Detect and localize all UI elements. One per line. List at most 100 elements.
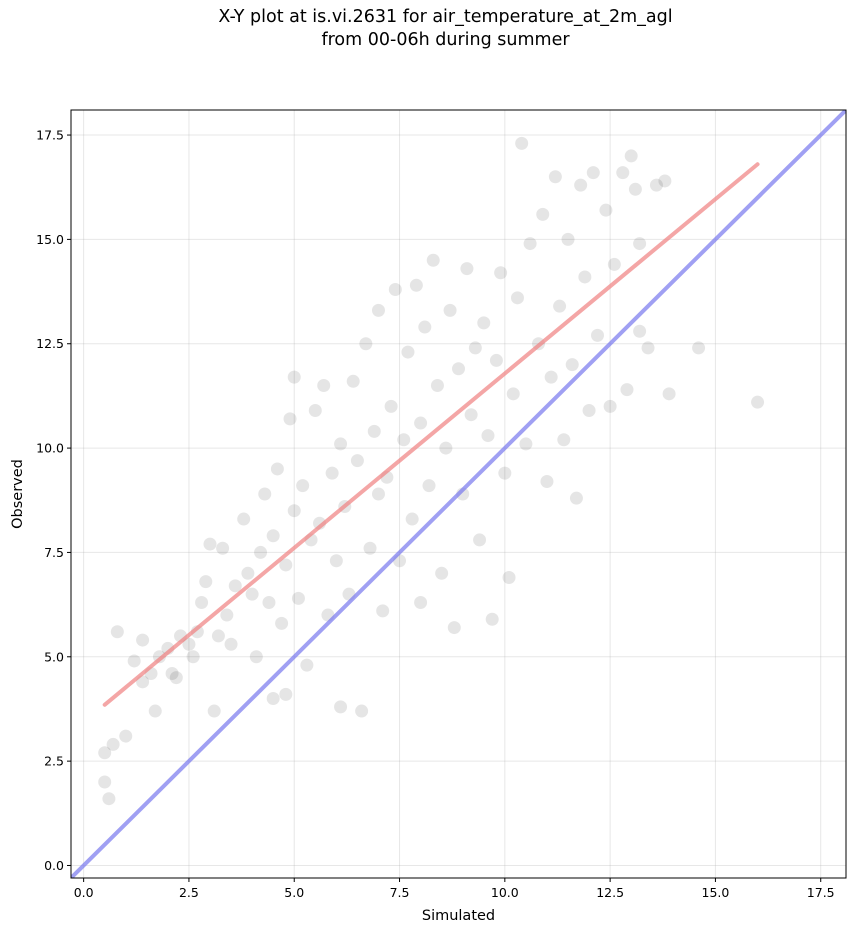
y-tick-label: 17.5: [36, 128, 64, 143]
scatter-point: [599, 203, 613, 217]
scatter-point: [279, 687, 293, 701]
scatter-point: [607, 257, 621, 271]
x-tick-label: 2.5: [179, 885, 199, 900]
scatter-point: [460, 262, 474, 276]
scatter-point: [220, 608, 234, 622]
scatter-point: [359, 337, 373, 351]
scatter-point: [439, 441, 453, 455]
scatter-point: [363, 541, 377, 555]
scatter-point: [561, 232, 575, 246]
scatter-point: [544, 370, 558, 384]
scatter-point: [237, 512, 251, 526]
scatter-point: [536, 207, 550, 221]
x-axis-ticks: 0.0 2.5 5.0 7.5 10.0 12.5 15.0 17.5: [74, 878, 835, 900]
scatter-point: [291, 591, 305, 605]
scatter-point: [658, 174, 672, 188]
scatter-point: [662, 387, 676, 401]
scatter-point: [102, 792, 116, 806]
scatter-point: [574, 178, 588, 192]
scatter-point: [519, 437, 533, 451]
x-tick-label: 17.5: [807, 885, 835, 900]
x-tick-label: 12.5: [596, 885, 624, 900]
scatter-point: [468, 341, 482, 355]
chart-title: X-Y plot at is.vi.2631 for air_temperatu…: [0, 6, 856, 52]
scatter-point: [262, 596, 276, 610]
scatter-point: [207, 704, 221, 718]
scatter-point: [649, 178, 663, 192]
chart-title-line-1: X-Y plot at is.vi.2631 for air_temperatu…: [218, 7, 673, 27]
chart-title-line-2: from 00-06h during summer: [321, 30, 570, 50]
scatter-point: [452, 362, 465, 376]
scatter-point: [565, 358, 579, 372]
scatter-point: [296, 479, 310, 493]
scatter-point: [127, 654, 141, 668]
scatter-points: [98, 136, 765, 806]
scatter-point: [485, 612, 499, 626]
scatter-point: [586, 166, 600, 180]
scatter-point: [249, 650, 263, 664]
scatter-point: [557, 433, 571, 447]
scatter-point: [211, 629, 225, 643]
x-tick-label: 10.0: [491, 885, 519, 900]
scatter-point: [540, 474, 554, 488]
scatter-point: [275, 616, 289, 630]
scatter-point: [414, 596, 428, 610]
scatter-point: [405, 512, 419, 526]
scatter-point: [98, 746, 112, 760]
scatter-point: [300, 658, 314, 672]
scatter-point: [266, 692, 280, 706]
scatter-point: [384, 399, 398, 413]
scatter-point: [182, 637, 196, 651]
scatter-point: [641, 341, 655, 355]
reference-lines: [71, 110, 846, 878]
scatter-point: [603, 399, 617, 413]
scatter-point: [317, 378, 331, 392]
scatter-point: [266, 529, 280, 543]
scatter-point: [216, 541, 230, 555]
scatter-point: [616, 166, 630, 180]
scatter-point: [426, 253, 440, 267]
scatter-point: [355, 704, 369, 718]
scatter-point: [308, 404, 322, 418]
scatter-point: [582, 404, 596, 418]
scatter-point: [228, 579, 242, 593]
scatter-point: [199, 575, 213, 589]
scatter-point: [224, 637, 238, 651]
scatter-point: [148, 704, 162, 718]
scatter-point: [628, 182, 642, 196]
scatter-point: [523, 237, 537, 251]
scatter-point: [515, 136, 529, 150]
scatter-point: [397, 433, 411, 447]
x-tick-label: 15.0: [702, 885, 730, 900]
y-axis-ticks: 0.0 2.5 5.0 7.5 10.0 12.5 15.0 17.5: [36, 128, 71, 873]
scatter-point: [371, 303, 385, 317]
scatter-point: [620, 383, 634, 397]
scatter-point: [388, 282, 402, 296]
y-tick-label: 7.5: [44, 545, 64, 560]
scatter-point: [287, 370, 301, 384]
scatter-point: [110, 625, 124, 639]
scatter-point: [279, 558, 293, 572]
plot-frame: [70, 109, 847, 879]
scatter-point: [590, 328, 604, 342]
fit-line: [102, 162, 760, 707]
scatter-point: [270, 462, 284, 476]
x-tick-label: 0.0: [74, 885, 94, 900]
x-tick-label: 7.5: [390, 885, 410, 900]
scatter-point: [98, 775, 112, 789]
scatter-point: [165, 666, 179, 680]
scatter-point: [443, 303, 457, 317]
scatter-point: [489, 353, 503, 367]
scatter-point: [401, 345, 415, 359]
scatter-point: [371, 487, 385, 501]
scatter-point: [329, 554, 343, 568]
scatter-point: [106, 737, 120, 751]
scatter-point: [376, 604, 390, 618]
y-axis-label: Observed: [10, 459, 26, 529]
scatter-point: [334, 700, 348, 714]
scatter-point: [136, 633, 150, 647]
scatter-point: [506, 387, 520, 401]
x-tick-label: 5.0: [284, 885, 304, 900]
scatter-point: [494, 266, 508, 280]
